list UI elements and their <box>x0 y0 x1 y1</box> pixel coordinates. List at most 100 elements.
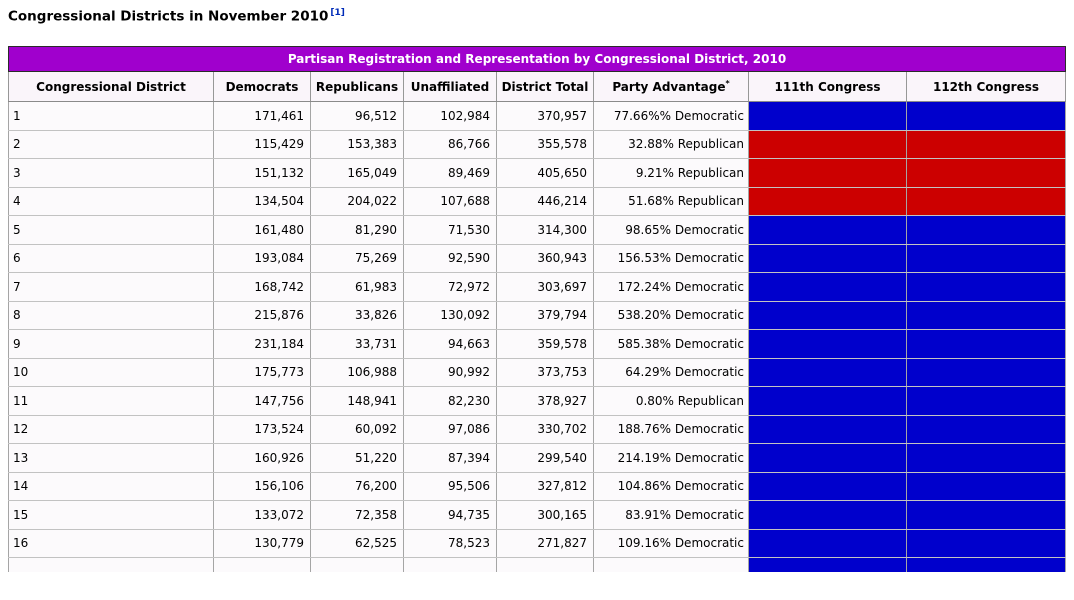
cell-congress-112 <box>906 101 1066 131</box>
cell-district: 13 <box>8 443 214 473</box>
cell-democrats: 173,524 <box>213 414 311 444</box>
cell-congress-112 <box>906 129 1066 159</box>
cell-congress-112 <box>906 471 1066 501</box>
table-row: 1 171,461 96,512 102,984 370,957 77.66%% Demo… <box>8 101 1066 131</box>
cell-democrats: 134,504 <box>213 186 311 216</box>
cell-party-advantage: 585.38% Democratic <box>593 329 749 359</box>
cell-party-advantage: 0.80% Republican <box>593 386 749 416</box>
cell-district-total: 300,165 <box>496 500 594 530</box>
cell-congress-112 <box>906 158 1066 188</box>
cell-party-advantage: 172.24% Democratic <box>593 272 749 302</box>
cell-democrats: 156,106 <box>213 471 311 501</box>
cell-congress-111 <box>748 471 907 501</box>
table-row: 15 133,072 72,358 94,735 300,165 83.91% Democ… <box>8 500 1066 530</box>
cell-district: 14 <box>8 471 214 501</box>
cell-party-advantage: 109.16% Democratic <box>593 528 749 558</box>
cell-unaffiliated: 94,663 <box>403 329 497 359</box>
table-row: 7 168,742 61,983 72,972 303,697 172.24% Democ… <box>8 272 1066 302</box>
table-row: 10 175,773 106,988 90,992 373,753 64.29% Demo… <box>8 357 1066 387</box>
cell-unaffiliated: 72,972 <box>403 272 497 302</box>
cell-congress-112 <box>906 528 1066 558</box>
cell-republicans: 81,290 <box>310 215 404 245</box>
col-header-party-advantage: Party Advantage* <box>593 71 749 102</box>
cell-unaffiliated: 82,230 <box>403 386 497 416</box>
cell-district-total: 359,578 <box>496 329 594 359</box>
cell-republicans: 33,731 <box>310 329 404 359</box>
cell-party-advantage: 51.68% Republican <box>593 186 749 216</box>
cell-congress-111 <box>748 101 907 131</box>
cell-party-advantage: 188.76% Democratic <box>593 414 749 444</box>
cell-republicans: 61,983 <box>310 272 404 302</box>
cell-congress-111 <box>748 357 907 387</box>
cell-congress-111 <box>748 557 907 572</box>
cell-unaffiliated: 78,523 <box>403 528 497 558</box>
cell-party-advantage: 77.66%% Democratic <box>593 101 749 131</box>
cell-district: 3 <box>8 158 214 188</box>
cell-congress-112 <box>906 243 1066 273</box>
cell-congress-111 <box>748 443 907 473</box>
cell-republicans: 204,022 <box>310 186 404 216</box>
column-header-row: Congressional District Democrats Republi… <box>8 71 1066 102</box>
table-row: 9 231,184 33,731 94,663 359,578 585.38% Democ… <box>8 329 1066 359</box>
cell-congress-112 <box>906 386 1066 416</box>
cell-district: 2 <box>8 129 214 159</box>
cell-congress-111 <box>748 329 907 359</box>
cell-congress-112 <box>906 272 1066 302</box>
cell-democrats: 168,742 <box>213 272 311 302</box>
cell-unaffiliated: 90,992 <box>403 357 497 387</box>
table-row: 11 147,756 148,941 82,230 378,927 0.80% Repub… <box>8 386 1066 416</box>
cell-unaffiliated: 92,590 <box>403 243 497 273</box>
cell-congress-111 <box>748 215 907 245</box>
cell-democrats: 151,132 <box>213 158 311 188</box>
col-header-112th-congress: 112th Congress <box>906 71 1066 102</box>
cell-republicans: 106,988 <box>310 357 404 387</box>
cell-democrats: 215,876 <box>213 300 311 330</box>
cell-democrats: 130,779 <box>213 528 311 558</box>
cell-congress-111 <box>748 528 907 558</box>
cell-democrats: 147,756 <box>213 386 311 416</box>
cell-republicans: 96,512 <box>310 101 404 131</box>
page-title: Congressional Districts in November 2010… <box>8 8 345 25</box>
cell-party-advantage <box>593 557 749 572</box>
table-row: 8 215,876 33,826 130,092 379,794 538.20% Demo… <box>8 300 1066 330</box>
table-row: 3 151,132 165,049 89,469 405,650 9.21% Republ… <box>8 158 1066 188</box>
cell-unaffiliated: 87,394 <box>403 443 497 473</box>
cell-congress-111 <box>748 272 907 302</box>
cell-republicans: 62,525 <box>310 528 404 558</box>
col-header-district: Congressional District <box>8 71 214 102</box>
cell-unaffiliated: 94,735 <box>403 500 497 530</box>
cell-republicans: 165,049 <box>310 158 404 188</box>
cell-republicans: 153,383 <box>310 129 404 159</box>
table-row: 16 130,779 62,525 78,523 271,827 109.16% Demo… <box>8 528 1066 558</box>
cell-congress-112 <box>906 215 1066 245</box>
cell-democrats: 175,773 <box>213 357 311 387</box>
cell-district: 6 <box>8 243 214 273</box>
cell-congress-111 <box>748 386 907 416</box>
cell-republicans: 148,941 <box>310 386 404 416</box>
cell-district-total: 330,702 <box>496 414 594 444</box>
cell-republicans: 75,269 <box>310 243 404 273</box>
cell-congress-111 <box>748 500 907 530</box>
cell-congress-112 <box>906 500 1066 530</box>
cell-democrats: 115,429 <box>213 129 311 159</box>
cell-congress-112 <box>906 443 1066 473</box>
cell-republicans: 33,826 <box>310 300 404 330</box>
cell-party-advantage: 83.91% Democratic <box>593 500 749 530</box>
cell-party-advantage: 98.65% Democratic <box>593 215 749 245</box>
cell-republicans <box>310 557 404 572</box>
cell-congress-111 <box>748 300 907 330</box>
citation-link[interactable]: [1] <box>330 8 345 18</box>
cell-unaffiliated: 97,086 <box>403 414 497 444</box>
cell-district: 16 <box>8 528 214 558</box>
cell-district: 9 <box>8 329 214 359</box>
cell-party-advantage: 32.88% Republican <box>593 129 749 159</box>
cell-unaffiliated: 130,092 <box>403 300 497 330</box>
col-header-democrats: Democrats <box>213 71 311 102</box>
cell-district-total: 327,812 <box>496 471 594 501</box>
cell-unaffiliated: 95,506 <box>403 471 497 501</box>
cell-district-total: 379,794 <box>496 300 594 330</box>
footnote-marker: * <box>725 79 730 88</box>
cell-republicans: 72,358 <box>310 500 404 530</box>
cell-district: 10 <box>8 357 214 387</box>
